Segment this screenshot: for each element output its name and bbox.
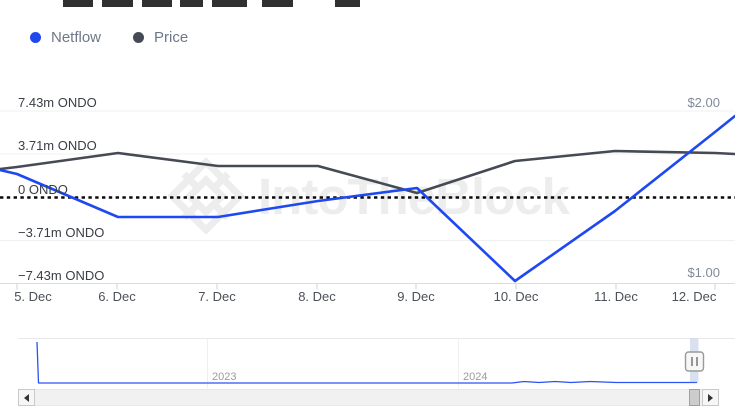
- date-label: 5. Dec: [14, 289, 52, 304]
- navigator-series-line: [36, 341, 697, 384]
- scrollbar-track[interactable]: [18, 389, 719, 406]
- navigator-handle[interactable]: [684, 351, 705, 372]
- legend-item-price[interactable]: Price: [133, 29, 188, 46]
- date-label: 10. Dec: [493, 289, 539, 304]
- price-line: [0, 149, 735, 195]
- y-axis-label: 0 ONDO: [18, 181, 68, 197]
- netflow-line: [0, 114, 735, 283]
- scrollbar-right-button[interactable]: [702, 389, 719, 406]
- legend-item-netflow[interactable]: Netflow: [30, 29, 101, 46]
- y-axis-label: −7.43m ONDO: [18, 267, 105, 283]
- redacted-tab: [63, 0, 93, 7]
- date-label: 9. Dec: [397, 289, 435, 304]
- legend-label-price: Price: [154, 29, 189, 46]
- redacted-tab: [180, 0, 203, 7]
- date-label: 6. Dec: [98, 289, 136, 304]
- redacted-tab: [262, 0, 293, 7]
- date-label: 11. Dec: [594, 289, 638, 304]
- y-axis-label: 7.43m ONDO: [18, 95, 97, 110]
- date-label: 7. Dec: [198, 289, 236, 304]
- redacted-tab: [212, 0, 247, 7]
- scrollbar-thumb[interactable]: [689, 389, 700, 406]
- navigator-year-label: 2023: [212, 371, 237, 383]
- redacted-tab: [102, 0, 133, 7]
- redacted-tab: [142, 0, 172, 7]
- scrollbar-left-button[interactable]: [18, 389, 35, 406]
- y-axis-label: −3.71m ONDO: [18, 224, 105, 240]
- chart-legend: Netflow Price: [30, 29, 188, 46]
- price-axis-label: $1.00: [687, 265, 720, 280]
- netflow-legend-dot-icon: [30, 32, 41, 43]
- arrow-right-icon: [708, 393, 713, 402]
- navigator-year-label: 2024: [463, 371, 488, 383]
- price-legend-dot-icon: [133, 32, 145, 43]
- legend-label-netflow: Netflow: [51, 29, 102, 46]
- redacted-tab: [335, 0, 360, 7]
- date-label: 8. Dec: [298, 289, 336, 304]
- y-axis-label: 3.71m ONDO: [18, 138, 97, 153]
- arrow-left-icon: [24, 393, 29, 402]
- date-label: 12. Dec: [671, 289, 717, 304]
- price-axis-label: $2.00: [687, 95, 720, 110]
